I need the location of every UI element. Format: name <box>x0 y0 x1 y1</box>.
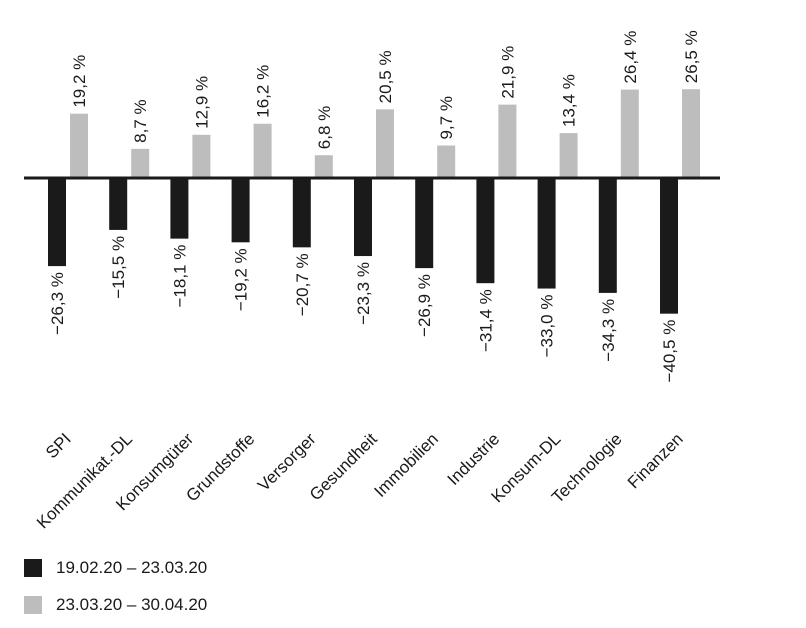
legend-label-period-2: 23.03.20 – 30.04.20 <box>56 595 208 614</box>
category-label-finanzen: Finanzen <box>624 429 687 492</box>
legend-swatch-period-1 <box>24 559 42 577</box>
bar-period-1-industrie <box>476 178 495 284</box>
data-label-period-2-konsumgüter: 12,9 % <box>192 76 211 129</box>
category-label-industrie: Industrie <box>444 429 504 489</box>
bar-period-1-technologie <box>598 178 617 293</box>
category-label-spi: SPI <box>42 429 75 462</box>
data-label-period-2-grundstoffe: 16,2 % <box>254 65 273 118</box>
bar-period-1-versorger <box>292 178 311 248</box>
bar-period-1-grundstoffe <box>231 178 250 243</box>
data-label-period-2-gesundheit: 20,5 % <box>376 50 395 103</box>
data-label-period-1-industrie: −31,4 % <box>476 289 495 352</box>
category-label-immobilien: Immobilien <box>370 429 442 501</box>
data-label-period-2-finanzen: 26,5 % <box>682 30 701 83</box>
category-label-versorger: Versorger <box>254 429 320 495</box>
bar-period-1-finanzen <box>660 178 678 314</box>
legend-item-period-2: 23.03.20 – 30.04.20 <box>24 595 207 615</box>
data-label-period-2-technologie: 26,4 % <box>621 31 640 84</box>
bar-period-1-spi <box>48 178 66 267</box>
data-label-period-2-konsum-dl: 13,4 % <box>560 74 579 127</box>
data-label-period-1-konsumgüter: −18,1 % <box>170 245 189 308</box>
legend-item-period-1: 19.02.20 – 23.03.20 <box>24 558 207 578</box>
bar-period-2-technologie <box>620 89 639 178</box>
legend-label-period-1: 19.02.20 – 23.03.20 <box>56 558 208 577</box>
bar-period-2-industrie <box>498 104 517 178</box>
data-label-period-1-versorger: −20,7 % <box>293 253 312 316</box>
bar-period-1-konsumgüter <box>170 178 189 239</box>
bar-period-1-immobilien <box>415 178 434 269</box>
data-label-period-1-konsum-dl: −33,0 % <box>538 295 557 358</box>
bar-period-2-finanzen <box>682 89 700 178</box>
data-label-period-1-finanzen: −40,5 % <box>660 320 679 383</box>
data-label-period-2-spi: 19,2 % <box>70 55 89 108</box>
bar-period-2-konsumgüter <box>192 134 211 178</box>
bar-period-1-kommunikat-dl <box>109 178 128 230</box>
legend-swatch-period-2 <box>24 596 42 614</box>
bar-period-2-spi <box>70 113 88 178</box>
bar-period-2-grundstoffe <box>253 123 272 178</box>
bar-period-2-kommunikat-dl <box>131 148 150 178</box>
bar-period-2-versorger <box>314 155 333 178</box>
bar-period-1-gesundheit <box>354 178 372 257</box>
bar-period-2-immobilien <box>437 145 456 178</box>
data-label-period-2-versorger: 6,8 % <box>315 106 334 149</box>
data-label-period-1-spi: −26,3 % <box>48 272 67 335</box>
bar-period-1-konsum-dl <box>537 178 556 289</box>
data-label-period-1-grundstoffe: −19,2 % <box>232 248 251 311</box>
data-label-period-2-kommunikat-dl: 8,7 % <box>131 99 150 142</box>
data-label-period-1-gesundheit: −23,3 % <box>354 262 373 325</box>
data-label-period-2-industrie: 21,9 % <box>498 46 517 99</box>
bar-period-2-konsum-dl <box>559 133 578 178</box>
data-label-period-2-immobilien: 9,7 % <box>437 96 456 139</box>
bar-period-2-gesundheit <box>376 109 394 178</box>
data-label-period-1-kommunikat-dl: −15,5 % <box>109 236 128 299</box>
data-label-period-1-technologie: −34,3 % <box>599 299 618 362</box>
data-label-period-1-immobilien: −26,9 % <box>415 274 434 337</box>
